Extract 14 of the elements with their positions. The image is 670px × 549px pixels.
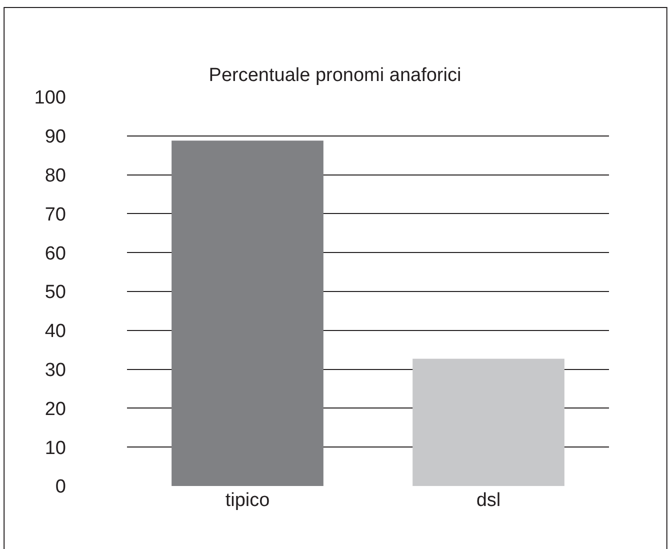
y-tick-label: 40: [44, 321, 66, 342]
y-tick-label: 90: [44, 126, 66, 148]
y-tick-label: 60: [44, 243, 66, 264]
y-tick-label: 100: [34, 88, 66, 109]
y-tick-label: 70: [44, 204, 66, 226]
chart-title: Percentuale pronomi anaforici: [208, 64, 462, 86]
x-tick-label: dsl: [476, 490, 501, 511]
y-tick-label: 20: [44, 398, 66, 420]
y-tick-label: 0: [55, 476, 66, 498]
y-tick-label: 50: [44, 282, 66, 304]
y-tick-label: 10: [44, 438, 66, 459]
y-tick-label: 30: [44, 360, 66, 381]
y-tick-label: 80: [44, 165, 66, 186]
x-tick-label: tipico: [225, 490, 270, 511]
